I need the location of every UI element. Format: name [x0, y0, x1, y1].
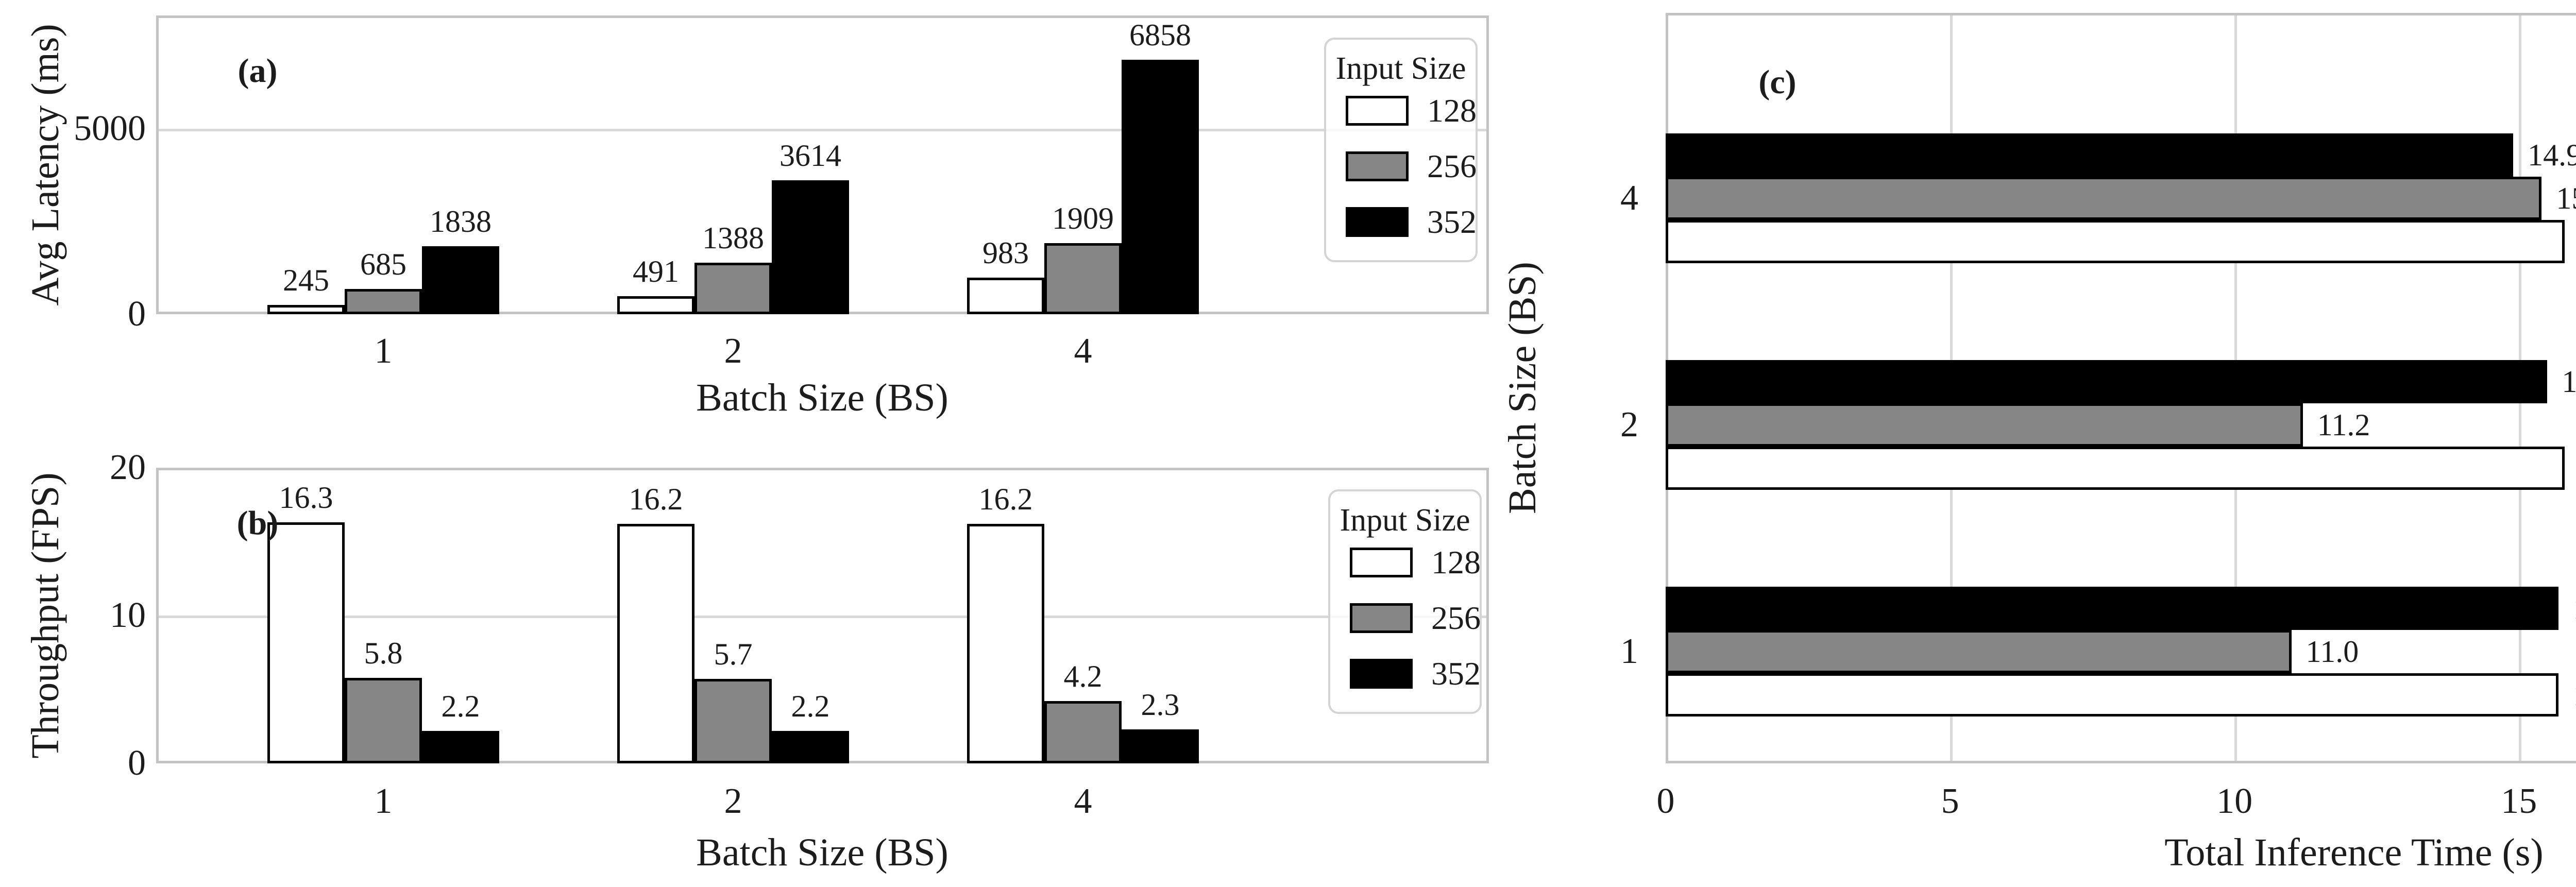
- bar: [694, 679, 772, 763]
- bar: [1044, 243, 1122, 314]
- bar-value-label: 15.7: [2573, 679, 2576, 710]
- bar: [772, 180, 849, 314]
- bar: [1666, 133, 2514, 177]
- bar-value-label: 16.2: [978, 482, 1033, 517]
- bar: [1666, 403, 2303, 447]
- bar: [617, 524, 694, 763]
- legend-swatch: [1346, 151, 1409, 181]
- bar: [1666, 177, 2542, 220]
- bar-value-label: 14.9: [2528, 138, 2576, 172]
- bar-value-label: 5.7: [714, 637, 753, 672]
- bar-value-label: 4.2: [1063, 659, 1103, 694]
- legend-entry-label: 128: [1431, 544, 1481, 581]
- bar-value-label: 2.2: [791, 689, 830, 723]
- bar: [617, 296, 694, 314]
- bar-value-label: 685: [360, 247, 406, 281]
- bar-value-label: 1388: [702, 220, 764, 255]
- gridline: [159, 616, 1486, 618]
- bar: [694, 262, 772, 314]
- bar-value-label: 2.3: [1141, 687, 1180, 722]
- panel-label: (b): [236, 504, 279, 542]
- x-tick-label: 4: [1074, 331, 1092, 371]
- x-tick-label: 0: [1656, 781, 1675, 821]
- y-tick-label: 5000: [74, 108, 146, 148]
- bar-value-label: 491: [633, 254, 679, 288]
- y-tick-label: 0: [128, 294, 146, 334]
- bar: [422, 730, 499, 763]
- y-tick-label: 20: [110, 448, 146, 487]
- gridline: [159, 128, 1486, 131]
- legend-swatch: [1350, 603, 1413, 633]
- y-tick-label: 1: [1620, 632, 1638, 671]
- bar-value-label: 1909: [1052, 201, 1114, 236]
- bar-value-label: 983: [982, 236, 1029, 270]
- legend-swatch: [1346, 96, 1409, 126]
- y-tick-label: 10: [110, 595, 146, 635]
- panel-label: (c): [1758, 63, 1797, 101]
- legend-swatch: [1350, 548, 1413, 577]
- bar: [1666, 447, 2565, 490]
- bar-value-label: 6858: [1129, 18, 1191, 52]
- bar: [1122, 59, 1199, 314]
- legend-entry-label: 352: [1431, 655, 1481, 692]
- bar-value-label: 11.0: [2306, 635, 2359, 669]
- x-tick-label: 5: [1941, 781, 1959, 821]
- y-tick-label: 4: [1620, 178, 1638, 218]
- bar-value-label: 5.8: [364, 636, 403, 670]
- legend-entry-label: 352: [1427, 203, 1477, 240]
- bar: [1666, 220, 2565, 263]
- x-tick-label: 2: [724, 781, 742, 821]
- panel-label: (a): [238, 52, 278, 90]
- axis-title-x: Batch Size (BS): [696, 376, 948, 419]
- bar: [772, 730, 849, 763]
- bar: [967, 524, 1044, 763]
- bar-value-label: 1838: [430, 204, 492, 238]
- legend-entry-label: 256: [1427, 148, 1477, 184]
- legend-title: Input Size: [1340, 503, 1470, 538]
- x-tick-label: 1: [374, 331, 393, 371]
- axis-title-y: Batch Size (BS): [1501, 262, 1544, 514]
- legend-swatch: [1346, 207, 1409, 237]
- bar: [1666, 630, 2292, 673]
- bar: [422, 246, 499, 314]
- bar-value-label: 3614: [779, 138, 841, 173]
- legend-entry-label: 128: [1427, 92, 1477, 129]
- bar-value-label: 16.2: [629, 482, 683, 517]
- bar-value-label: 15.4: [2556, 181, 2576, 215]
- bar-value-label: 245: [283, 263, 329, 298]
- bar-value-label: 15.5: [2562, 365, 2576, 399]
- bar: [345, 288, 422, 314]
- bar-value-label: 11.2: [2317, 408, 2370, 442]
- x-tick-label: 10: [2216, 781, 2253, 821]
- bar-value-label: 15.7: [2573, 593, 2576, 624]
- axis-title-y: Avg Latency (ms): [24, 24, 67, 306]
- bar: [1666, 360, 2548, 403]
- axis-title-y: Throughput (FPS): [24, 472, 67, 759]
- x-tick-label: 4: [1074, 781, 1092, 821]
- bar: [1666, 673, 2559, 717]
- bar: [345, 677, 422, 763]
- x-tick-label: 15: [2501, 781, 2537, 821]
- x-tick-label: 2: [724, 331, 742, 371]
- axis-title-x: Total Inference Time (s): [2164, 831, 2544, 874]
- bar-value-label: 2.2: [441, 689, 480, 723]
- bar: [267, 522, 345, 763]
- bar: [967, 278, 1044, 314]
- legend-entry-label: 256: [1431, 600, 1481, 636]
- bar-value-label: 16.3: [279, 481, 333, 515]
- x-tick-label: 1: [374, 781, 393, 821]
- y-tick-label: 2: [1620, 405, 1638, 445]
- bar: [1044, 701, 1122, 763]
- legend-swatch: [1350, 659, 1413, 689]
- bar: [1122, 729, 1199, 763]
- legend-title: Input Size: [1335, 51, 1466, 86]
- axis-title-x: Batch Size (BS): [696, 831, 948, 874]
- bar: [267, 305, 345, 314]
- y-tick-label: 0: [128, 743, 146, 783]
- bar: [1666, 587, 2559, 630]
